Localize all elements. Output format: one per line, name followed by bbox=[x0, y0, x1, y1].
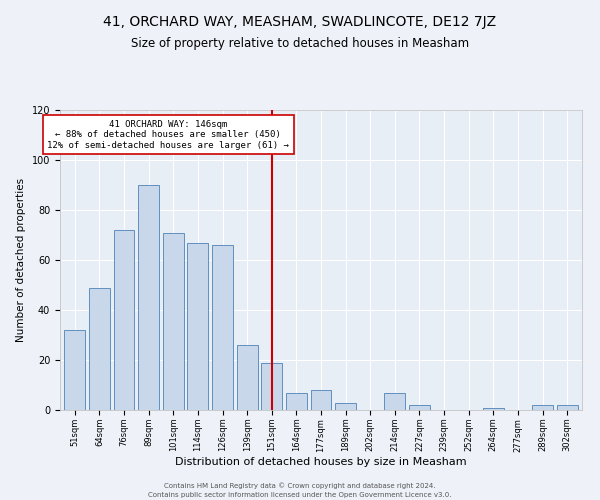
Bar bbox=[236, 345, 257, 410]
Bar bbox=[64, 330, 85, 410]
Bar bbox=[335, 402, 356, 410]
Text: 41, ORCHARD WAY, MEASHAM, SWADLINCOTE, DE12 7JZ: 41, ORCHARD WAY, MEASHAM, SWADLINCOTE, D… bbox=[103, 15, 497, 29]
Bar bbox=[311, 390, 331, 410]
Bar bbox=[409, 405, 430, 410]
Y-axis label: Number of detached properties: Number of detached properties bbox=[16, 178, 26, 342]
Bar bbox=[187, 242, 208, 410]
Bar bbox=[89, 288, 110, 410]
Bar bbox=[261, 362, 282, 410]
Bar bbox=[483, 408, 504, 410]
Bar bbox=[557, 405, 578, 410]
Bar bbox=[163, 232, 184, 410]
Bar bbox=[138, 185, 159, 410]
Bar bbox=[212, 245, 233, 410]
Text: Size of property relative to detached houses in Measham: Size of property relative to detached ho… bbox=[131, 38, 469, 51]
X-axis label: Distribution of detached houses by size in Measham: Distribution of detached houses by size … bbox=[175, 457, 467, 467]
Bar bbox=[113, 230, 134, 410]
Bar bbox=[385, 392, 406, 410]
Bar bbox=[286, 392, 307, 410]
Bar bbox=[532, 405, 553, 410]
Text: 41 ORCHARD WAY: 146sqm
← 88% of detached houses are smaller (450)
12% of semi-de: 41 ORCHARD WAY: 146sqm ← 88% of detached… bbox=[47, 120, 289, 150]
Text: Contains HM Land Registry data © Crown copyright and database right 2024.
Contai: Contains HM Land Registry data © Crown c… bbox=[148, 482, 452, 498]
